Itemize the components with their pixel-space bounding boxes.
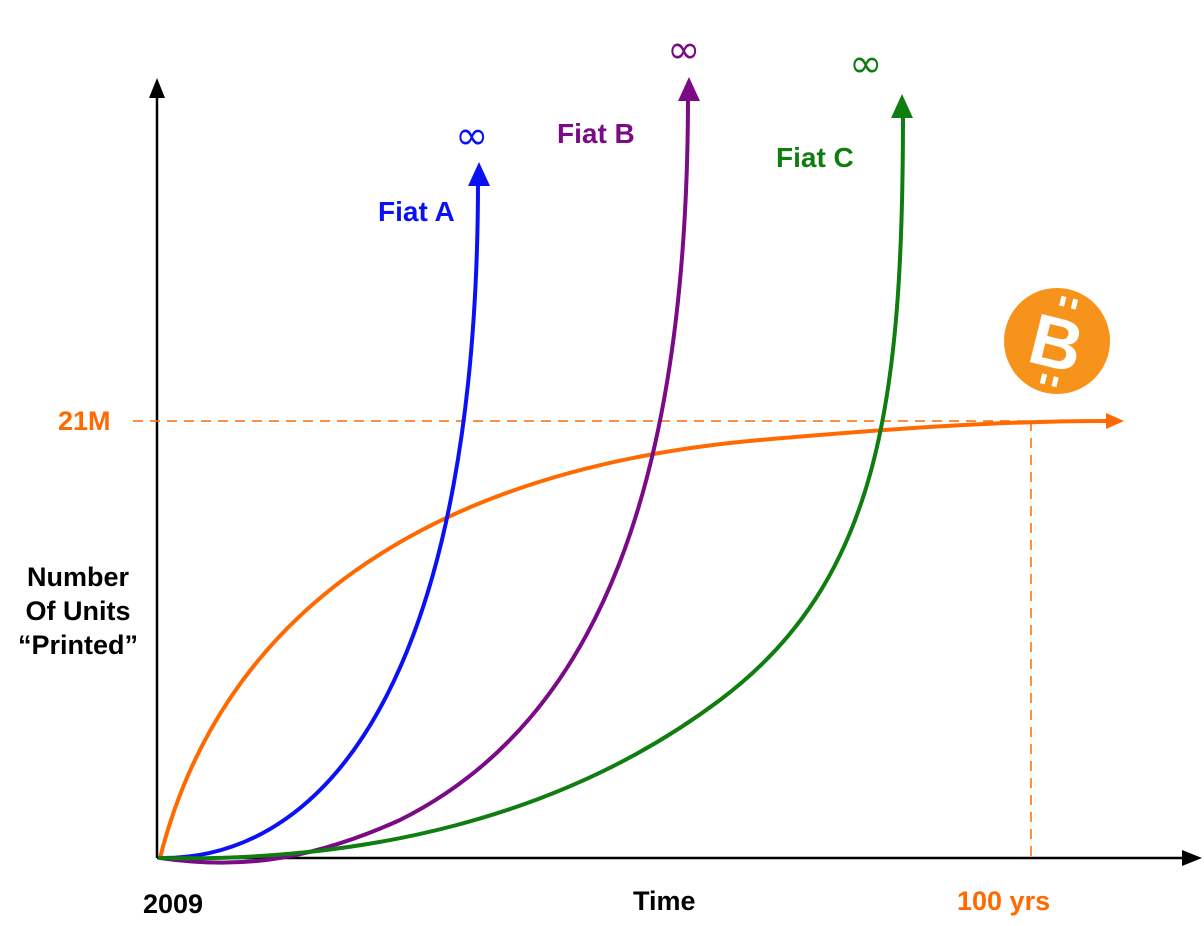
x-axis-start-label: 2009 — [143, 889, 204, 919]
fiat-b-label: Fiat B — [557, 118, 635, 149]
supply-cap-label: 21M — [58, 406, 111, 436]
y-axis-label-line-1: Number — [26, 562, 129, 592]
fiat-c-infinity-label: ∞ — [849, 41, 883, 87]
x-axis-arrowhead — [1182, 850, 1202, 866]
fiat-a-label: Fiat A — [378, 196, 455, 227]
y-axis-arrowhead — [149, 78, 165, 98]
fiat-a-arrowhead — [468, 162, 490, 186]
bitcoin-logo-icon: B — [1004, 288, 1110, 394]
y-axis-label: Number Of Units “Printed” — [0, 560, 156, 662]
x-axis-label: Time — [633, 886, 696, 916]
fiat-b-infinity-label: ∞ — [667, 27, 701, 73]
fiat-c-label: Fiat C — [776, 142, 854, 173]
fiat-b-curve — [158, 93, 690, 865]
fiat-a-curve — [158, 178, 480, 861]
fiat-b-arrowhead — [678, 77, 700, 101]
bitcoin-supply-curve — [158, 419, 1110, 860]
fiat-c-curve — [158, 110, 905, 861]
y-axis-label-line-3: “Printed” — [17, 630, 138, 660]
y-axis-label-line-2: Of Units — [25, 596, 131, 626]
x-axis-end-label: 100 yrs — [957, 886, 1051, 916]
bitcoin-supply-arrowhead — [1106, 413, 1124, 429]
fiat-c-arrowhead — [891, 94, 913, 118]
fiat-a-infinity-label: ∞ — [455, 113, 489, 159]
